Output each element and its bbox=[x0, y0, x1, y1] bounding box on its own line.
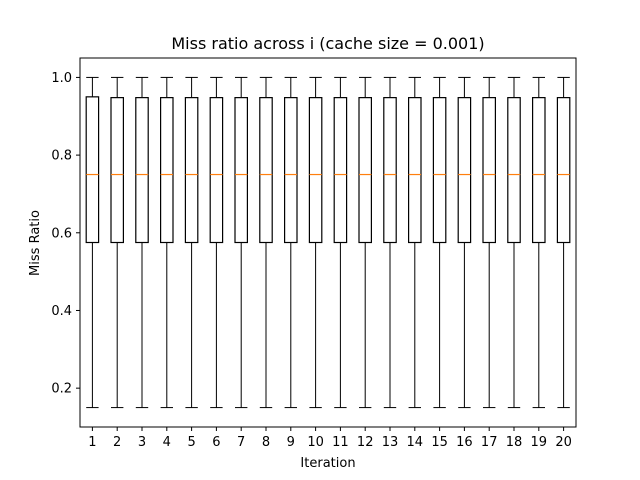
box-10 bbox=[308, 76, 323, 409]
box-9 bbox=[284, 76, 298, 409]
y-tick-label: 0.2 bbox=[51, 382, 72, 397]
box-16 bbox=[457, 76, 472, 409]
iqr-box bbox=[184, 97, 199, 244]
box-20 bbox=[556, 76, 571, 409]
x-tick-label: 14 bbox=[407, 435, 424, 450]
box-4 bbox=[160, 76, 174, 409]
x-tick-label: 16 bbox=[456, 435, 473, 450]
iqr-box bbox=[432, 97, 447, 244]
box-14 bbox=[408, 76, 422, 409]
box-19 bbox=[531, 76, 546, 409]
box-6 bbox=[209, 76, 224, 409]
plot-area bbox=[85, 76, 571, 409]
x-tick-label: 18 bbox=[506, 435, 523, 450]
x-tick-label: 19 bbox=[531, 435, 548, 450]
x-tick-label: 3 bbox=[138, 435, 146, 450]
iqr-box bbox=[556, 97, 571, 244]
box-2 bbox=[110, 76, 124, 409]
box-12 bbox=[358, 76, 372, 409]
iqr-box bbox=[160, 97, 174, 244]
y-axis-label: Miss Ratio bbox=[28, 210, 43, 276]
box-15 bbox=[432, 76, 447, 409]
x-tick-label: 15 bbox=[431, 435, 448, 450]
box-3 bbox=[135, 76, 149, 409]
iqr-box bbox=[135, 97, 149, 244]
x-axis-label: Iteration bbox=[300, 456, 355, 471]
y-axis: 0.2 0.4 0.6 0.8 1.0 bbox=[51, 71, 80, 397]
iqr-box bbox=[284, 97, 298, 244]
x-tick-label: 9 bbox=[287, 435, 295, 450]
box-7 bbox=[234, 76, 248, 409]
x-tick-label: 10 bbox=[307, 435, 324, 450]
box-11 bbox=[333, 76, 348, 409]
iqr-box bbox=[110, 97, 124, 244]
iqr-box bbox=[457, 97, 472, 244]
y-tick-label: 0.6 bbox=[51, 226, 72, 241]
iqr-box bbox=[333, 97, 348, 244]
iqr-box bbox=[85, 96, 100, 244]
iqr-box bbox=[308, 97, 323, 244]
y-tick-label: 0.8 bbox=[51, 149, 72, 164]
x-axis: 1 2 3 4 5 6 7 8 9 10 11 12 13 14 15 16 17 18 19 20 bbox=[88, 427, 572, 450]
iqr-box bbox=[209, 97, 224, 244]
x-tick-label: 13 bbox=[382, 435, 399, 450]
x-tick-label: 12 bbox=[357, 435, 374, 450]
axes-frame bbox=[79, 57, 577, 428]
box-8 bbox=[259, 76, 273, 409]
y-tick-label: 0.4 bbox=[51, 304, 72, 319]
iqr-box bbox=[383, 97, 397, 244]
x-tick-label: 17 bbox=[481, 435, 498, 450]
box-5 bbox=[184, 76, 199, 409]
iqr-box bbox=[358, 97, 372, 244]
x-tick-label: 4 bbox=[163, 435, 171, 450]
x-tick-label: 8 bbox=[262, 435, 270, 450]
box-17 bbox=[482, 76, 496, 409]
x-tick-label: 6 bbox=[212, 435, 220, 450]
iqr-box bbox=[259, 97, 273, 244]
x-tick-label: 2 bbox=[113, 435, 121, 450]
x-tick-label: 5 bbox=[187, 435, 195, 450]
iqr-box bbox=[531, 97, 546, 244]
box-1 bbox=[85, 76, 100, 409]
x-tick-label: 20 bbox=[555, 435, 572, 450]
x-tick-label: 11 bbox=[332, 435, 349, 450]
iqr-box bbox=[408, 97, 422, 244]
box-13 bbox=[383, 76, 397, 409]
x-tick-label: 7 bbox=[237, 435, 245, 450]
iqr-box bbox=[482, 97, 496, 244]
box-18 bbox=[507, 76, 521, 409]
chart-title: Miss ratio across i (cache size = 0.001) bbox=[171, 34, 484, 53]
iqr-box bbox=[234, 97, 248, 244]
iqr-box bbox=[507, 97, 521, 244]
y-tick-label: 1.0 bbox=[51, 71, 72, 86]
x-tick-label: 1 bbox=[88, 435, 96, 450]
